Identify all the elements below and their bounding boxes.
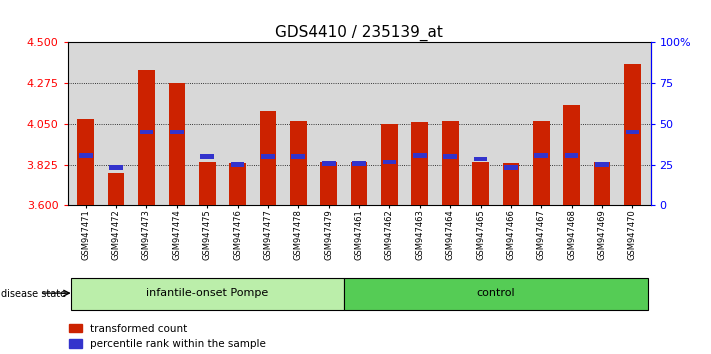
Bar <box>381 124 397 205</box>
Text: control: control <box>476 288 515 298</box>
Bar <box>565 153 579 158</box>
Bar <box>229 163 246 205</box>
Bar <box>563 105 580 205</box>
Bar <box>170 130 183 134</box>
Bar <box>138 70 155 205</box>
Bar <box>383 160 396 164</box>
Bar <box>413 153 427 158</box>
Bar <box>352 161 366 166</box>
Bar <box>261 154 274 159</box>
Bar <box>442 121 459 205</box>
Bar <box>108 173 124 205</box>
Bar <box>595 162 609 167</box>
Bar <box>292 154 305 159</box>
Bar <box>533 121 550 205</box>
Bar <box>70 278 344 310</box>
Bar <box>139 130 154 134</box>
Bar <box>351 162 368 205</box>
Bar <box>321 162 337 205</box>
Bar <box>231 162 245 167</box>
Bar <box>626 130 639 134</box>
Bar <box>344 278 648 310</box>
Bar <box>444 154 457 159</box>
Text: infantile-onset Pompe: infantile-onset Pompe <box>146 288 268 298</box>
Bar <box>504 165 518 170</box>
Title: GDS4410 / 235139_at: GDS4410 / 235139_at <box>275 25 443 41</box>
Bar <box>260 111 277 205</box>
Bar <box>412 122 428 205</box>
Bar <box>109 165 123 170</box>
Bar <box>624 64 641 205</box>
Bar <box>77 119 94 205</box>
Bar <box>474 157 487 161</box>
Bar <box>201 154 214 159</box>
Bar <box>322 161 336 166</box>
Bar <box>290 121 306 205</box>
Bar <box>472 162 489 205</box>
Bar <box>169 83 185 205</box>
Bar <box>199 162 215 205</box>
Bar <box>594 162 610 205</box>
Bar <box>79 153 92 158</box>
Bar <box>503 163 519 205</box>
Bar <box>535 153 548 158</box>
Text: disease state: disease state <box>1 289 67 299</box>
Legend: transformed count, percentile rank within the sample: transformed count, percentile rank withi… <box>69 324 266 349</box>
